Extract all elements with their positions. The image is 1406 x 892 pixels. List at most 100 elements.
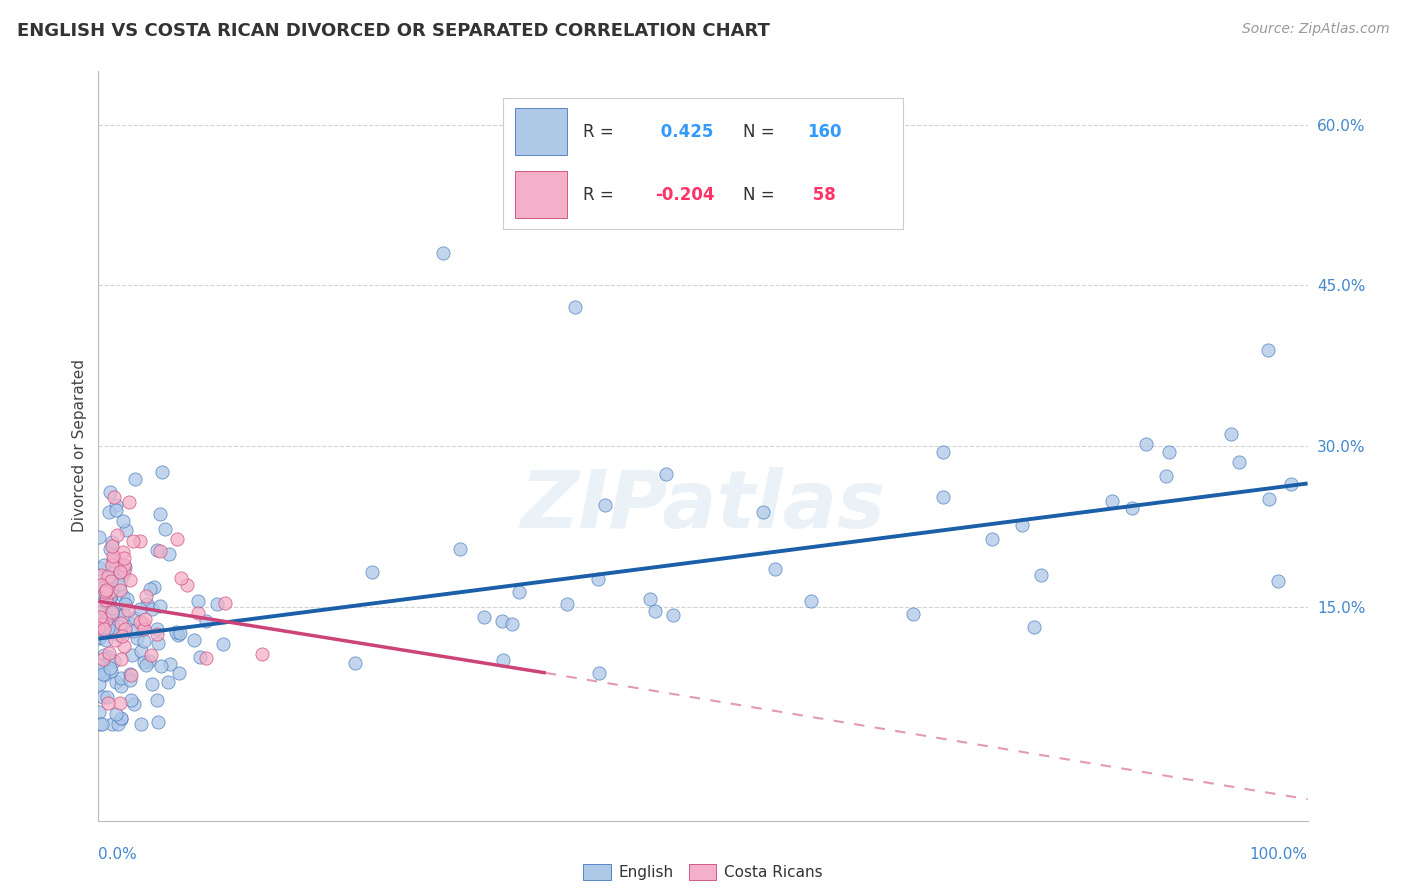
Point [97,595,120,609]
Point [169,625,191,640]
Point [129,615,152,630]
Point [105,528,128,542]
Point [1101,493,1123,508]
Point [98,542,121,557]
Point [127,631,149,645]
Point [105,498,128,512]
Point [110,616,132,631]
Point [108,696,131,710]
Point [159,657,181,671]
Point [112,550,135,565]
Point [107,628,129,642]
Point [167,666,190,681]
Point [98,591,121,605]
Point [205,597,228,611]
Legend: English, Costa Ricans: English, Costa Ricans [575,856,831,888]
Point [1135,437,1157,451]
Point [101,604,124,618]
Point [361,565,384,579]
Point [118,573,141,587]
Point [87,677,110,691]
Point [129,534,152,549]
Point [932,490,955,504]
Point [100,660,122,674]
Point [112,558,135,573]
Point [758,171,780,186]
Point [1022,620,1045,634]
Point [595,498,617,512]
Point [100,664,122,678]
Point [103,553,125,567]
Point [117,615,139,630]
Point [108,565,131,579]
Point [131,622,153,636]
Point [93,667,115,681]
Point [110,712,132,726]
Point [146,622,169,636]
Point [93,622,115,636]
Point [146,693,169,707]
Point [89,610,111,624]
Point [141,677,163,691]
Point [90,619,112,633]
Point [114,598,136,612]
Point [110,652,132,666]
Point [170,571,193,585]
Point [89,705,111,719]
Point [188,649,211,664]
Point [98,584,121,599]
Point [432,246,454,260]
Point [114,559,136,574]
Point [100,558,122,572]
Point [1011,518,1033,533]
Point [97,568,120,582]
Point [96,591,118,605]
Point [91,717,114,731]
Point [91,652,114,666]
Point [121,648,143,662]
Point [508,585,530,599]
Point [98,591,121,606]
Point [187,606,209,620]
Point [564,300,586,314]
Point [96,690,118,704]
Point [132,655,155,669]
Point [134,622,156,636]
Point [104,707,127,722]
Point [343,657,366,671]
Point [117,603,139,617]
Point [187,594,209,608]
Point [146,627,169,641]
Point [655,467,678,481]
Point [94,585,117,599]
Point [124,471,146,485]
Point [104,632,127,647]
Point [555,597,578,611]
Text: ENGLISH VS COSTA RICAN DIVORCED OR SEPARATED CORRELATION CHART: ENGLISH VS COSTA RICAN DIVORCED OR SEPAR… [17,22,769,40]
Point [146,636,169,650]
Point [752,505,775,519]
Point [91,616,114,631]
Point [800,594,823,608]
Point [90,577,112,591]
Point [120,673,142,687]
Point [195,614,218,628]
Point [138,654,160,668]
Point [97,621,120,635]
Point [91,666,114,681]
Point [146,543,169,558]
Point [91,690,114,705]
Point [491,614,513,628]
Point [638,592,661,607]
Point [114,624,136,638]
Point [101,607,124,622]
Point [112,608,135,623]
Point [128,601,150,615]
Point [1267,574,1289,588]
Point [87,606,110,620]
Point [156,674,179,689]
Point [662,607,685,622]
Point [89,591,111,606]
Text: ZIPatlas: ZIPatlas [520,467,886,545]
Point [103,491,125,505]
